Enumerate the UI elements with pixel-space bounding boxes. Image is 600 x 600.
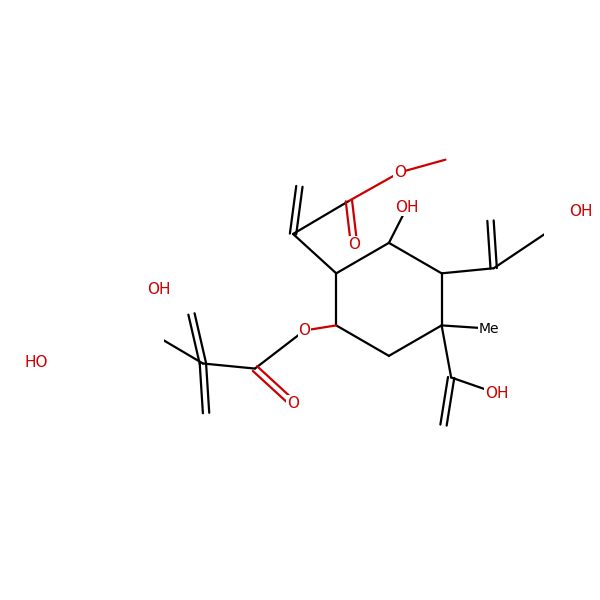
Text: OH: OH	[146, 282, 170, 297]
Text: O: O	[394, 165, 406, 180]
Text: O: O	[298, 323, 310, 338]
Text: OH: OH	[485, 386, 509, 401]
Text: HO: HO	[25, 355, 48, 370]
Text: O: O	[287, 396, 299, 411]
Text: OH: OH	[395, 200, 418, 215]
Text: O: O	[348, 236, 360, 251]
Text: OH: OH	[569, 203, 592, 218]
Text: Me: Me	[479, 322, 499, 335]
